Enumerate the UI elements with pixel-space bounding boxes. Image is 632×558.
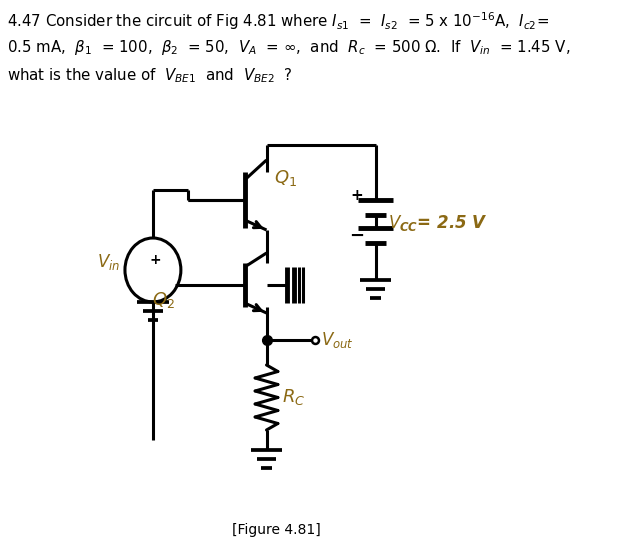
Text: $Q_1$: $Q_1$ xyxy=(274,168,296,188)
Text: [Figure 4.81]: [Figure 4.81] xyxy=(232,523,320,537)
Text: −: − xyxy=(349,227,364,245)
Text: what is the value of  $V_{BE1}$  and  $V_{BE2}$  ?: what is the value of $V_{BE1}$ and $V_{B… xyxy=(7,66,293,85)
Text: $V_\mathregular{CC}$= 2.5 V: $V_\mathregular{CC}$= 2.5 V xyxy=(388,213,488,233)
Text: 0.5 mA,  $\beta_1$  = 100,  $\beta_2$  = 50,  $V_A$  = $\infty$,  and  $R_c$  = : 0.5 mA, $\beta_1$ = 100, $\beta_2$ = 50,… xyxy=(7,38,570,57)
Text: $R_C$: $R_C$ xyxy=(283,387,305,407)
Text: $V_\mathregular{in}$: $V_\mathregular{in}$ xyxy=(97,252,119,272)
Text: $Q_2$: $Q_2$ xyxy=(152,290,175,310)
Text: +: + xyxy=(150,253,161,267)
Text: $V_\mathregular{out}$: $V_\mathregular{out}$ xyxy=(320,330,353,350)
Text: +: + xyxy=(350,187,363,203)
Text: 4.47 Consider the circuit of Fig 4.81 where $I_{s1}$  =  $I_{s2}$  = 5 x 10$^{-1: 4.47 Consider the circuit of Fig 4.81 wh… xyxy=(7,10,549,32)
